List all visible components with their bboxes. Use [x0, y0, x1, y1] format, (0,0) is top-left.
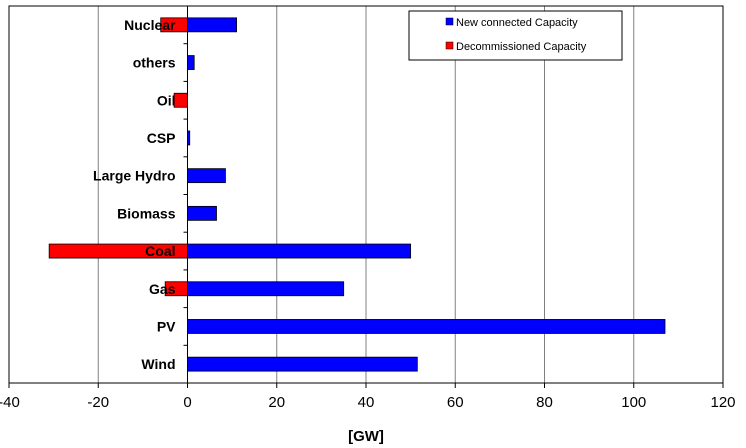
- x-tick-label-20: 20: [268, 394, 285, 411]
- bar-new-pv: [187, 319, 666, 334]
- x-tick-label-80: 80: [536, 394, 553, 411]
- bar-new-large-hydro: [187, 168, 226, 184]
- bar-new-others: [187, 55, 195, 70]
- x-tick-label-40: 40: [358, 394, 375, 411]
- bar-decom-oil: [173, 92, 188, 108]
- legend-swatch-decommissioned: [445, 41, 454, 50]
- category-label-large-hydro: Large Hydro: [93, 168, 175, 184]
- x-tick-label-0: 0: [183, 394, 191, 411]
- legend-swatch-new-connected: [445, 17, 454, 26]
- category-labels: Nuclear others Oil CSP Large Hydro Biomass Coa…: [93, 17, 176, 372]
- legend: New connected Capacity Decommissioned Ca…: [408, 10, 623, 61]
- x-tick-label-120: 120: [710, 394, 735, 411]
- x-tick-label-60: 60: [447, 394, 464, 411]
- x-axis-title: [GW]: [348, 428, 384, 445]
- category-label-nuclear: Nuclear: [124, 17, 176, 33]
- axes: [8, 5, 724, 388]
- bar-new-coal: [187, 243, 412, 259]
- bar-new-wind: [187, 356, 418, 372]
- x-tick-label-100: 100: [621, 394, 646, 411]
- x-tick-label--40: -40: [0, 394, 20, 411]
- bars: [48, 17, 666, 372]
- category-label-csp: CSP: [147, 130, 176, 146]
- legend-box: [408, 10, 623, 61]
- legend-label-decommissioned: Decommissioned Capacity: [456, 41, 587, 53]
- category-label-biomass: Biomass: [117, 205, 176, 221]
- bar-new-biomass: [187, 205, 217, 221]
- category-label-coal: Coal: [145, 243, 175, 259]
- category-label-others: others: [133, 55, 176, 71]
- x-tick-label--20: -20: [87, 394, 109, 411]
- bar-new-gas: [187, 281, 345, 297]
- x-tick-labels: -40 -20 0 20 40 60 80 100 120: [0, 394, 736, 411]
- category-label-wind: Wind: [141, 356, 175, 372]
- category-label-gas: Gas: [149, 281, 176, 297]
- category-label-pv: PV: [157, 318, 176, 334]
- bar-new-nuclear: [187, 17, 237, 33]
- category-label-oil: Oil: [157, 92, 176, 108]
- legend-label-new-connected: New connected Capacity: [456, 17, 578, 29]
